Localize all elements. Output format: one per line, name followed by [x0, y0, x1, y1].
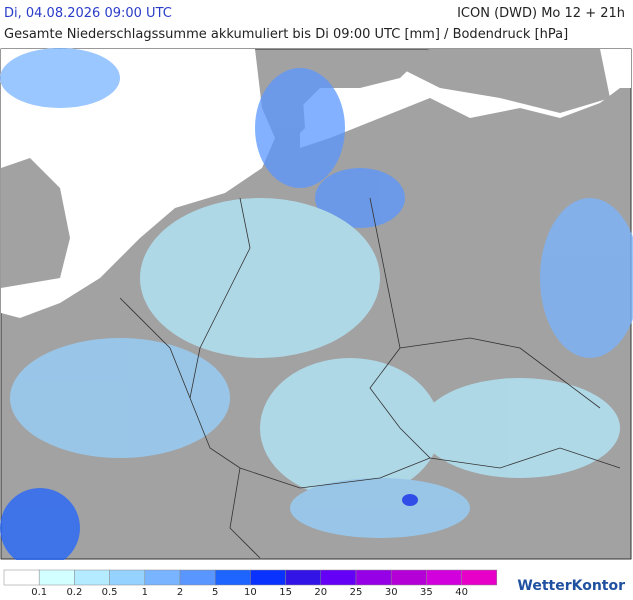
england: [1, 158, 70, 288]
precip: [0, 48, 633, 560]
legend-label: 30: [385, 587, 398, 598]
legend-swatch: [390, 569, 427, 586]
precip-area: [140, 198, 380, 358]
datetime: Di, 04.08.2026 09:00 UTC: [4, 6, 172, 21]
legend-swatch: [109, 569, 146, 586]
precip-area: [540, 198, 633, 358]
precip-area: [0, 48, 120, 108]
legend-swatch: [3, 569, 40, 586]
legend-swatch: [355, 569, 392, 586]
border: [119, 297, 191, 399]
subtitle: Gesamte Niederschlagssumme akkumuliert b…: [4, 27, 569, 42]
legend-swatch: [214, 569, 251, 586]
legend-label: 20: [314, 587, 327, 598]
precip-area: [315, 168, 405, 228]
legend-label: 10: [244, 587, 257, 598]
sweden: [380, 49, 610, 113]
legend-label: 1: [142, 587, 148, 598]
precip-area: [10, 338, 230, 458]
legend-label: 0.5: [102, 587, 118, 598]
legend-label: 40: [455, 587, 468, 598]
precip-area: [255, 68, 345, 188]
brand: WetterKontor: [517, 578, 625, 594]
legend-label: 35: [420, 587, 433, 598]
legend-swatch: [461, 569, 498, 586]
legend-swatch: [250, 569, 286, 586]
map: [0, 48, 633, 560]
legend-label: 2: [177, 587, 183, 598]
legend-label: 0.1: [31, 587, 47, 598]
precip-area: [0, 488, 80, 560]
legend-swatch: [144, 569, 181, 586]
legend-swatch: [74, 569, 110, 586]
precip-area: [290, 478, 470, 538]
legend-swatch: [38, 569, 75, 586]
model-run: ICON (DWD) Mo 12 + 21h: [457, 6, 625, 21]
border: [399, 337, 601, 409]
north-sea: [1, 49, 275, 318]
legend-label: 0.2: [66, 587, 82, 598]
legend: 0.1 0.2 0.5 1 2 5 10 15 20 25 30 35 40: [3, 569, 498, 598]
legend-label: 15: [279, 587, 292, 598]
legend-label: 25: [350, 587, 363, 598]
legend-label: 5: [212, 587, 218, 598]
precip-area: [402, 494, 418, 506]
border: [189, 197, 431, 489]
border: [229, 467, 261, 559]
legend-swatch: [285, 569, 322, 586]
legend-swatch: [320, 569, 357, 586]
precip-area: [420, 378, 620, 478]
border: [429, 447, 621, 469]
legend-swatch: [179, 569, 216, 586]
borders: [119, 197, 621, 559]
precip-area: [260, 358, 440, 498]
legend-swatch: [426, 569, 462, 586]
